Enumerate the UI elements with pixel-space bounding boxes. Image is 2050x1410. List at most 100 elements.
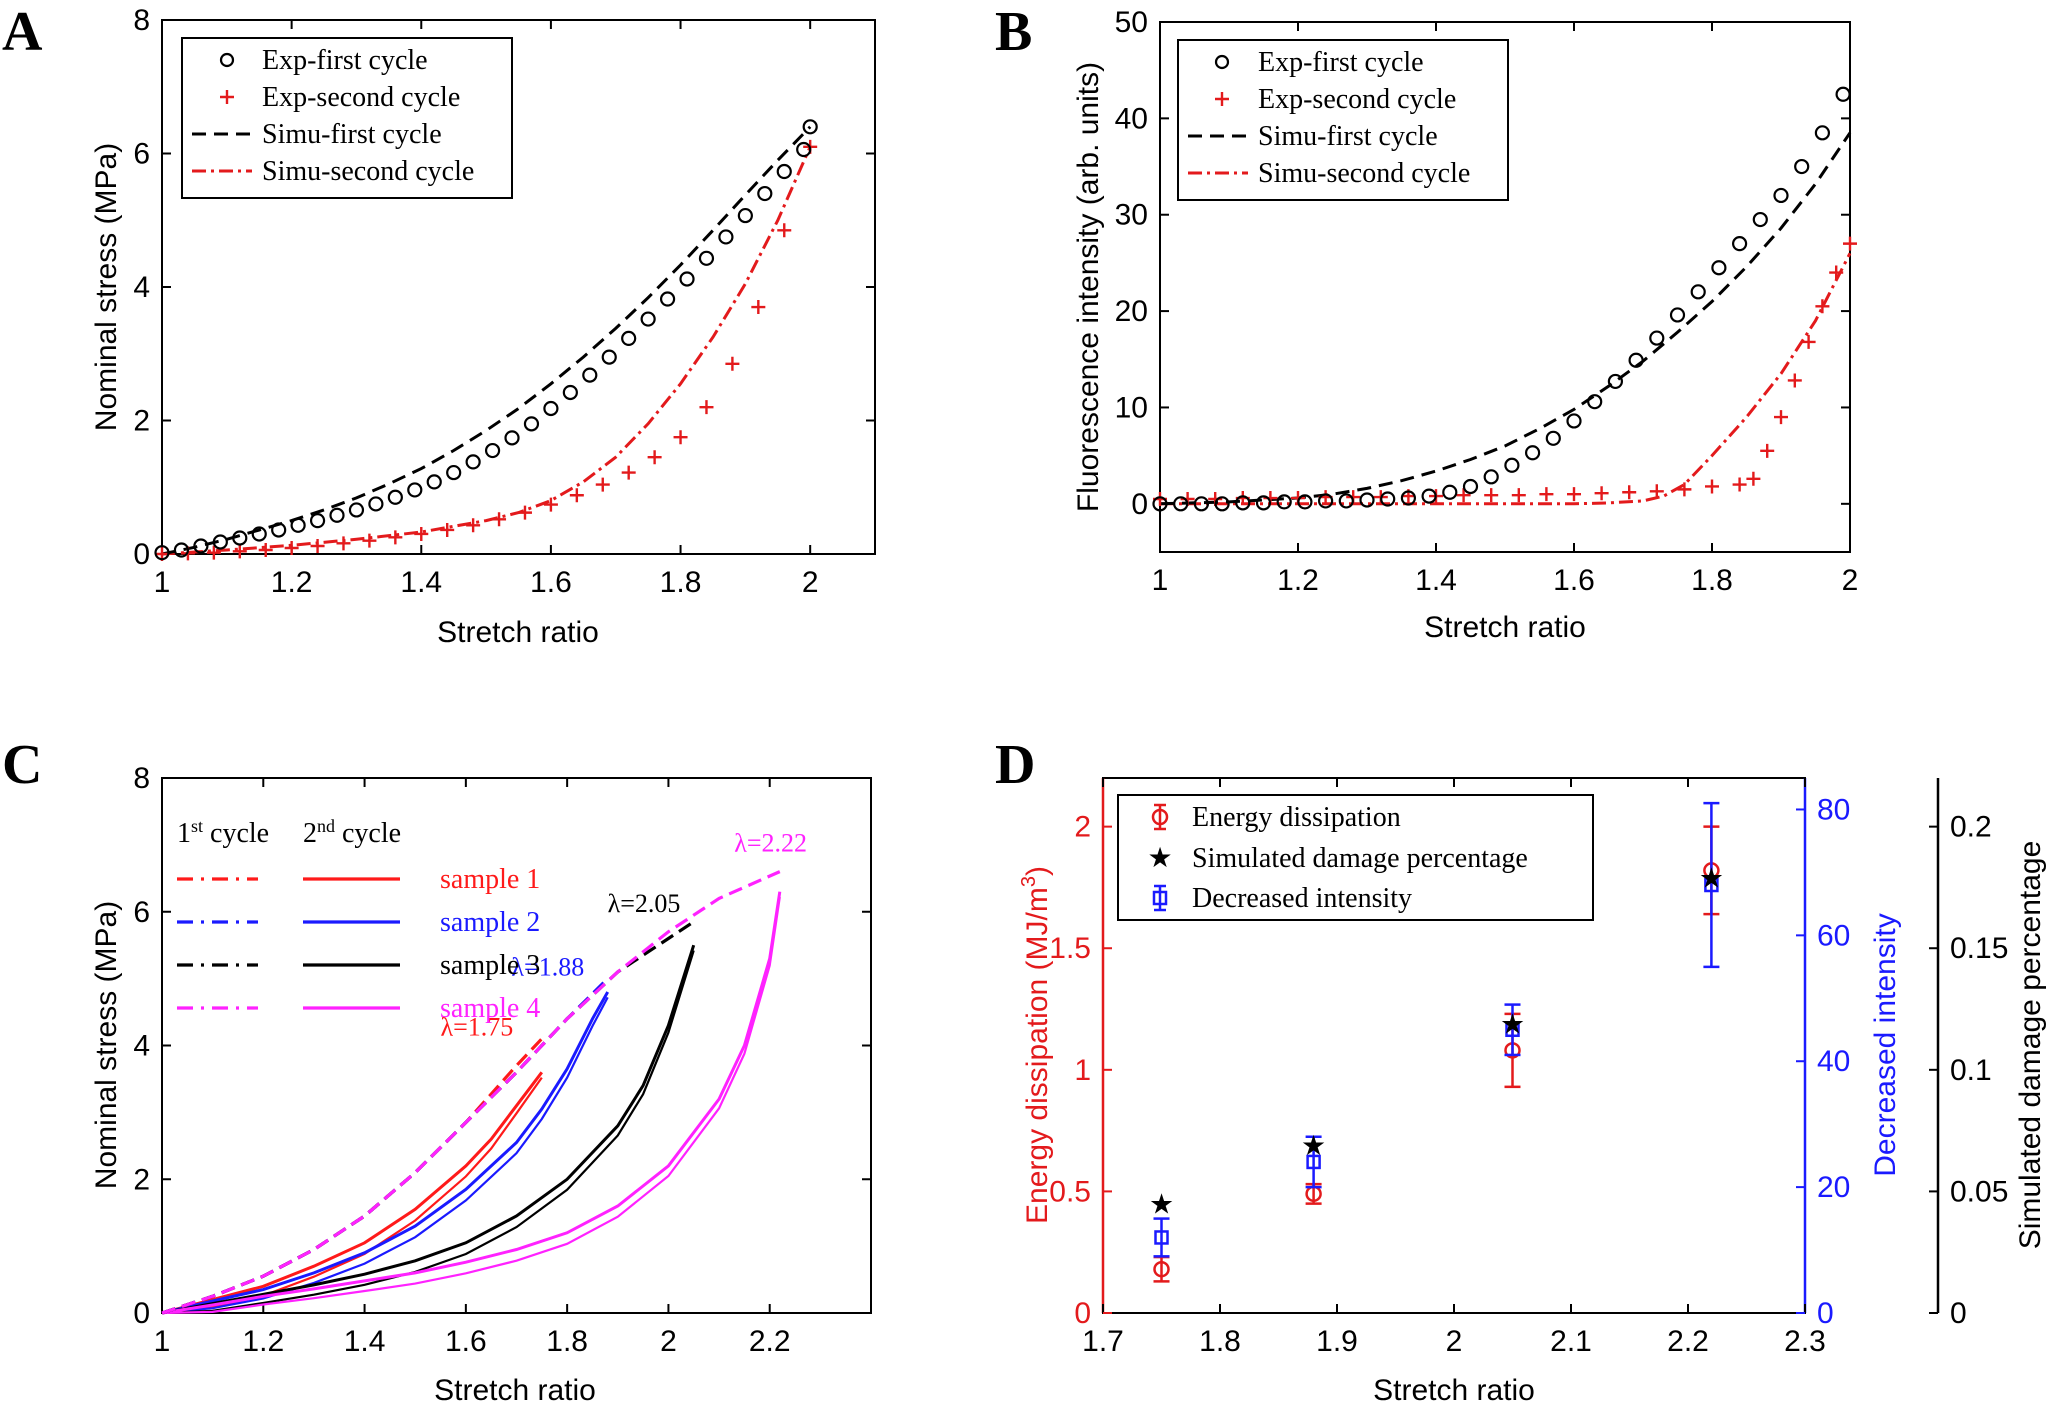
x-tick-label: 1.2	[242, 1325, 284, 1358]
x-tick-label: 2.1	[1550, 1325, 1592, 1358]
x-tick-label: 1.8	[660, 566, 702, 599]
panel-b-exp-first-point	[1152, 496, 1168, 512]
panel-c-second-cycle-unload-line	[161, 996, 609, 1315]
x-tick-label: 2	[660, 1325, 677, 1358]
y-tick-label: 0	[133, 538, 150, 571]
panel-a-exp-first-point	[659, 291, 676, 307]
panel-a-exp-first-point	[601, 349, 617, 365]
y-tick-label: 4	[133, 1030, 150, 1063]
panel-b-exp-second-point	[1539, 487, 1554, 502]
panel-b-exp-first-point	[1483, 469, 1499, 485]
y-tick-label: 4	[133, 271, 150, 304]
panel-a-exp-first-point	[543, 400, 559, 417]
panel-c-legend-header-first: 1st cycle	[177, 816, 269, 849]
panel-a-exp-second-point	[206, 545, 221, 560]
panel-c-second-cycle-line	[161, 891, 782, 1315]
y-tick-label: 2	[133, 405, 150, 438]
y-tick-label-right-intensity: 20	[1817, 1171, 1850, 1204]
x-tick-label: 2	[1842, 564, 1859, 597]
panel-d-legend-intensity-marker	[1152, 890, 1168, 906]
panel-c-lambda-label: λ=1.88	[511, 952, 584, 981]
panel-c-axes-box	[161, 777, 872, 1314]
panel-b-exp-first-point	[1504, 457, 1520, 473]
y-tick-label-right-damage: 0.2	[1950, 811, 1992, 844]
panel-b-exp-second-point	[1843, 236, 1857, 251]
x-tick-label: 1.6	[530, 566, 572, 599]
panel-b-exp-first-point	[1255, 495, 1272, 511]
y-tick-label-left: 2	[1074, 811, 1091, 844]
panel-a-exp-first-point	[446, 464, 462, 481]
panel-a-exp-first-point	[251, 526, 267, 542]
panel-d-legend-damage: Simulated damage percentage	[1192, 843, 1528, 874]
panel-a-exp-first-point	[796, 141, 812, 158]
panel-a-exp-second-point	[751, 300, 766, 315]
panel-d-legend-star-icon: ★	[1147, 841, 1172, 874]
x-tick-label: 1.4	[1415, 564, 1457, 597]
panel-a-legend-simu-second: Simu-second cycle	[262, 156, 474, 187]
panel-b-exp-first-point	[1338, 493, 1354, 509]
panel-b-exp-second-point	[1815, 299, 1830, 314]
panel-b-exp-second-point	[1829, 265, 1844, 280]
panel-d-legend-box	[1117, 794, 1594, 921]
panel-a-exp-second-point	[777, 223, 792, 238]
panel-a-exp-first-point	[348, 502, 365, 518]
panel-a-legend: Exp-first cycle Exp-second cycle Simu-fi…	[181, 37, 513, 199]
panel-a-exp-first-point	[523, 416, 540, 432]
panel-d-legend-energy: Energy dissipation	[1192, 802, 1401, 833]
panel-b-exp-second-point	[1567, 487, 1581, 502]
panel-a-legend-plus-marker	[220, 90, 234, 104]
panel-a-exp-first-point	[173, 542, 190, 558]
panel-b-exp-second-point	[1511, 488, 1526, 503]
panel-c-ylabel: Nominal stress (MPa)	[90, 901, 123, 1189]
panel-b-exp-first-point	[1566, 413, 1582, 429]
y-tick-label: 50	[1115, 6, 1148, 39]
x-tick-label: 1	[154, 566, 171, 599]
panel-d-ylabel-right-intensity: Decreased intensity	[1869, 913, 1902, 1176]
panel-a-exp-first-point	[621, 330, 637, 346]
panel-label-b: B	[995, 1, 1032, 63]
panel-a-exp-second-point	[517, 505, 532, 520]
y-tick-label-right-damage: 0.05	[1950, 1175, 2008, 1208]
panel-a-exp-first-point	[232, 530, 248, 546]
panel-c-lambda-label: λ=2.05	[608, 889, 681, 918]
panel-b-exp-first-point	[1794, 158, 1810, 175]
panel-a-exp-first-point	[465, 454, 481, 470]
y-tick-label-right-intensity: 60	[1817, 919, 1850, 952]
y-tick-label: 40	[1115, 102, 1148, 135]
panel-a-exp-second-point	[232, 544, 247, 559]
panel-b-exp-first-point	[1400, 490, 1417, 506]
panel-d-ylabel-left: Energy dissipation (MJ/m3)	[1018, 866, 1054, 1224]
panel-a-exp-first-point	[698, 250, 715, 266]
panel-b-xlabel: Stretch ratio	[1424, 611, 1586, 644]
y-tick-label-right-intensity: 40	[1817, 1045, 1850, 1078]
panel-b-exp-second-point	[1746, 471, 1761, 486]
panel-a-exp-first-point	[484, 442, 501, 459]
panel-a-exp-first-point	[504, 430, 520, 446]
panel-c-chart: 1 1.2 1.4 1.6 1.8 2 2.2 0 2 4 6 8 λ=1.75 λ=1.88 λ=2.0…	[90, 762, 872, 1407]
panel-a-exp-first-point	[154, 545, 170, 561]
y-tick-label: 6	[133, 138, 150, 171]
panel-a-exp-second-point	[466, 518, 481, 533]
panel-d-intensity-point	[1306, 1154, 1321, 1170]
x-tick-label: 1.2	[1277, 564, 1319, 597]
panel-b-legend-simu-first: Simu-first cycle	[1258, 121, 1438, 152]
panel-d-intensity-point	[1154, 1230, 1169, 1245]
panel-c-legend-sample-label: sample 2	[440, 907, 540, 938]
x-tick-label: 1	[1152, 564, 1169, 597]
panel-a-exp-second-point	[595, 477, 610, 492]
panel-b-exp-second-point	[1705, 479, 1719, 494]
panel-b-exp-first-point	[1731, 236, 1748, 252]
panel-c-second-cycle-line	[161, 944, 696, 1315]
panel-c-lambda-label: λ=2.22	[734, 829, 807, 858]
panel-b-exp-second-point	[1594, 486, 1609, 501]
panel-a-exp-first-point	[802, 119, 818, 135]
panel-c-second-cycle-unload-line	[161, 950, 695, 1315]
y-tick-label-left: 1.5	[1049, 932, 1091, 965]
panel-a-exp-second-point	[414, 526, 429, 541]
x-tick-label: 1.9	[1316, 1325, 1358, 1358]
x-tick-label: 2	[802, 566, 819, 599]
panel-b-exp-first-point	[1690, 284, 1706, 300]
panel-a-exp-first-point	[718, 229, 734, 245]
panel-a-exp-second-point	[569, 488, 584, 503]
panel-label-a: A	[2, 1, 43, 63]
